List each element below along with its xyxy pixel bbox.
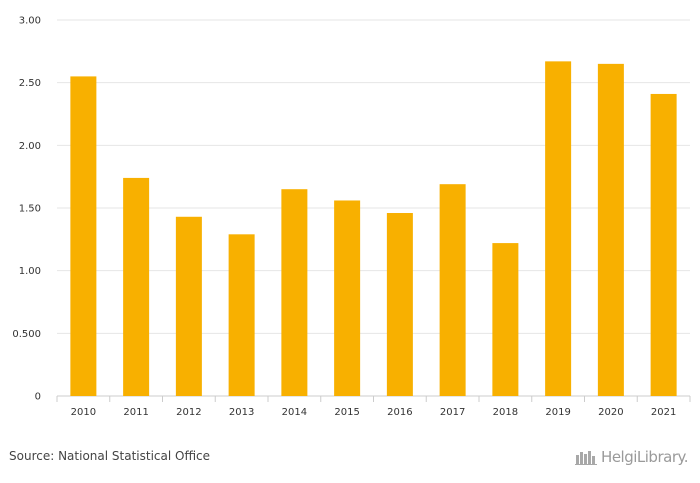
bar-2014[interactable]: [281, 189, 308, 396]
grid-lines: [57, 19, 690, 397]
y-tick-label: 3.00: [19, 16, 41, 27]
x-tick-label: 2018: [493, 407, 518, 418]
x-tick-label: 2010: [71, 407, 96, 418]
x-tick-label: 2011: [123, 407, 148, 418]
y-axis-ticks: 0 0.500 1.00 1.50 2.00 2.50 3.00: [12, 16, 41, 403]
x-tick-label: 2015: [334, 407, 359, 418]
x-axis: [56, 396, 691, 402]
y-tick-label: 0.500: [12, 329, 41, 340]
x-tick-label: 2017: [440, 407, 465, 418]
library-logo-icon: [575, 451, 598, 465]
bar-2013[interactable]: [228, 234, 255, 396]
bars: [70, 61, 677, 397]
x-tick-label: 2019: [545, 407, 570, 418]
y-tick-label: 2.50: [19, 78, 41, 89]
y-tick-label: 1.50: [19, 204, 41, 215]
bar-2016[interactable]: [386, 213, 413, 396]
bar-2011[interactable]: [123, 177, 150, 396]
x-tick-label: 2013: [229, 407, 254, 418]
bar-2015[interactable]: [334, 200, 361, 396]
x-axis-ticks: 2010 2011 2012 2013 2014 2015 2016 2017 2018 2019…: [71, 407, 677, 418]
x-tick-label: 2014: [282, 407, 307, 418]
logo-text: HelgiLibrary.: [601, 448, 688, 466]
bar-2010[interactable]: [70, 76, 97, 397]
bar-2012[interactable]: [175, 216, 202, 396]
bar-2021[interactable]: [650, 93, 677, 397]
bar-2017[interactable]: [439, 184, 466, 396]
bar-2019[interactable]: [545, 61, 572, 397]
y-tick-label: 0: [35, 392, 41, 403]
y-tick-label: 2.00: [19, 141, 41, 152]
bar-2018[interactable]: [492, 243, 519, 396]
x-tick-label: 2021: [651, 407, 676, 418]
source-note: Source: National Statistical Office: [9, 449, 211, 463]
y-tick-label: 1.00: [19, 266, 41, 277]
bar-2020[interactable]: [597, 63, 624, 396]
helgilibrary-logo: HelgiLibrary.: [575, 448, 688, 466]
x-tick-label: 2016: [387, 407, 412, 418]
x-tick-label: 2012: [176, 407, 201, 418]
x-tick-label: 2020: [598, 407, 623, 418]
